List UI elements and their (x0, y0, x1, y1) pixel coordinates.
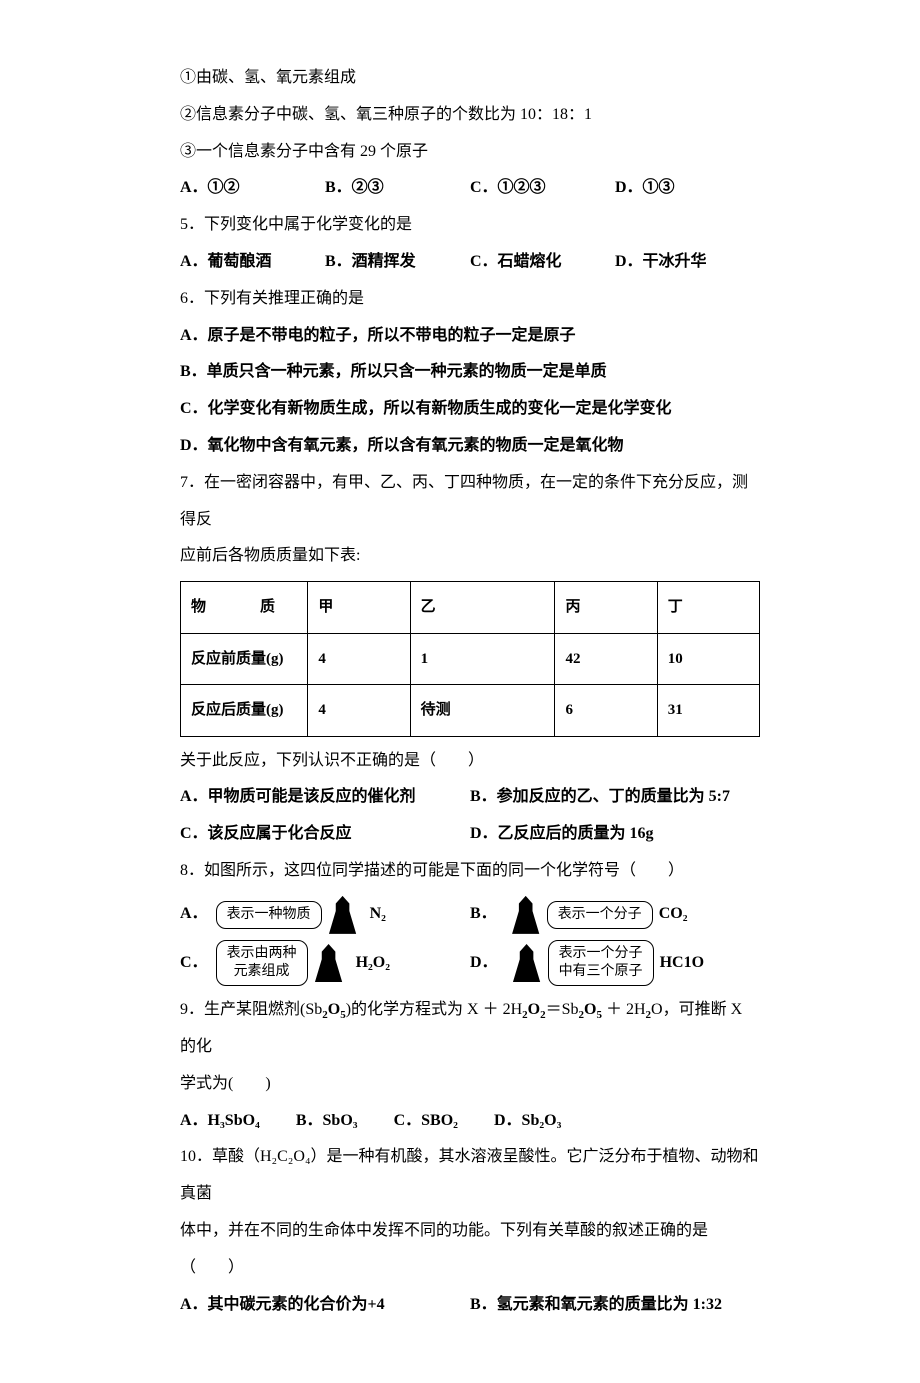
q8-c-label: C． (180, 945, 208, 982)
person-icon (509, 896, 543, 934)
cell: 物 质 (181, 582, 308, 634)
cell: 6 (555, 685, 657, 737)
q6-b: B．单质只含一种元素，所以只含一种元素的物质一定是单质 (180, 354, 760, 391)
person-icon (510, 944, 544, 982)
q7-row1: A．甲物质可能是该反应的催化剂 B．参加反应的乙、丁的质量比为 5:7 (180, 779, 760, 816)
q7-after: 关于此反应，下列认识不正确的是（ ） (180, 743, 760, 780)
pre-opt-c: C．①②③ (470, 170, 615, 207)
q10-b: B．氢元素和氧元素的质量比为 1:32 (470, 1287, 760, 1324)
q8-a: A． 表示一种物质 N₂ (180, 896, 470, 934)
q9-stem-1: 9．生产某阻燃剂(Sb2O5)的化学方程式为 X ＋ 2H2O2＝Sb2O5 ＋… (180, 992, 760, 1066)
q8-stem: 8．如图所示，这四位同学描述的可能是下面的同一个化学符号（ ） (180, 853, 760, 890)
q7-stem-1: 7．在一密闭容器中，有甲、乙、丙、丁四种物质，在一定的条件下充分反应，测得反 (180, 465, 760, 539)
q6-stem: 6．下列有关推理正确的是 (180, 281, 760, 318)
q8-a-formula: N₂ (370, 896, 386, 933)
cell: 31 (657, 685, 759, 737)
q10-stem-2: 体中，并在不同的生命体中发挥不同的功能。下列有关草酸的叙述正确的是（ ） (180, 1213, 760, 1287)
q10-row1: A．其中碳元素的化合价为+4 B．氢元素和氧元素的质量比为 1:32 (180, 1287, 760, 1324)
q8-c-formula: H₂O₂ (356, 945, 390, 982)
q6-c: C．化学变化有新物质生成，所以有新物质生成的变化一定是化学变化 (180, 391, 760, 428)
pre-statement-2: ②信息素分子中碳、氢、氧三种原子的个数比为 10：18：1 (180, 97, 760, 134)
q8-b: B． 表示一个分子 CO₂ (470, 896, 760, 934)
table-row: 反应前质量(g) 4 1 42 10 (181, 633, 760, 685)
pre-options: A．①② B．②③ C．①②③ D．①③ (180, 170, 760, 207)
cell: 10 (657, 633, 759, 685)
q8-row-2: C． 表示由两种元素组成 H₂O₂ D． 表示一个分子中有三个原子 HC1O (180, 940, 760, 986)
q6-d: D．氧化物中含有氧元素，所以含有氧元素的物质一定是氧化物 (180, 428, 760, 465)
cell: 丙 (555, 582, 657, 634)
q10-stem-1: 10．草酸（H₂C₂O₄）是一种有机酸，其水溶液呈酸性。它广泛分布于植物、动物和… (180, 1139, 760, 1213)
q7-a: A．甲物质可能是该反应的催化剂 (180, 779, 470, 816)
pre-opt-a: A．①② (180, 170, 325, 207)
pre-statement-1: ①由碳、氢、氧元素组成 (180, 60, 760, 97)
q5-c: C．石蜡熔化 (470, 244, 615, 281)
q8-b-label: B． (470, 896, 497, 933)
q9-d: D．Sb₂O₃ (494, 1112, 561, 1129)
q7-table: 物 质 甲 乙 丙 丁 反应前质量(g) 4 1 42 10 反应后质量(g) … (180, 581, 760, 737)
q5-b: B．酒精挥发 (325, 244, 470, 281)
q7-c: C．该反应属于化合反应 (180, 816, 470, 853)
q8-d-formula: HC1O (660, 945, 704, 982)
q9-a: A．H₃SbO₄ (180, 1112, 260, 1129)
cell: 待测 (410, 685, 555, 737)
q8-d: D． 表示一个分子中有三个原子 HC1O (470, 940, 760, 986)
q8-row-1: A． 表示一种物质 N₂ B． 表示一个分子 CO₂ (180, 896, 760, 934)
cell: 4 (308, 685, 410, 737)
q6-a: A．原子是不带电的粒子，所以不带电的粒子一定是原子 (180, 318, 760, 355)
cell: 4 (308, 633, 410, 685)
cell: 乙 (410, 582, 555, 634)
q7-b: B．参加反应的乙、丁的质量比为 5:7 (470, 779, 760, 816)
speech-bubble: 表示由两种元素组成 (216, 940, 308, 986)
cell: 丁 (657, 582, 759, 634)
q5-options: A．葡萄酿酒 B．酒精挥发 C．石蜡熔化 D．干冰升华 (180, 244, 760, 281)
q7-stem-2: 应前后各物质质量如下表: (180, 538, 760, 575)
q10-a: A．其中碳元素的化合价为+4 (180, 1287, 470, 1324)
q9-c: C．SBO₂ (394, 1112, 458, 1129)
q8-d-label: D． (470, 945, 498, 982)
cell: 甲 (308, 582, 410, 634)
q5-stem: 5．下列变化中属于化学变化的是 (180, 207, 760, 244)
q9-options: A．H₃SbO₄ B．SbO₃ C．SBO₂ D．Sb₂O₃ (180, 1103, 760, 1140)
speech-bubble: 表示一种物质 (216, 901, 322, 929)
cell: 42 (555, 633, 657, 685)
q5-a: A．葡萄酿酒 (180, 244, 325, 281)
pre-statement-3: ③一个信息素分子中含有 29 个原子 (180, 134, 760, 171)
q7-d: D．乙反应后的质量为 16g (470, 816, 760, 853)
table-row: 反应后质量(g) 4 待测 6 31 (181, 685, 760, 737)
person-icon (326, 896, 360, 934)
q9-b: B．SbO₃ (296, 1112, 358, 1129)
table-row: 物 质 甲 乙 丙 丁 (181, 582, 760, 634)
cell: 反应后质量(g) (181, 685, 308, 737)
q7-row2: C．该反应属于化合反应 D．乙反应后的质量为 16g (180, 816, 760, 853)
pre-opt-b: B．②③ (325, 170, 470, 207)
q9-stem-2: 学式为( ) (180, 1066, 760, 1103)
q5-d: D．干冰升华 (615, 244, 760, 281)
cell: 反应前质量(g) (181, 633, 308, 685)
speech-bubble: 表示一个分子 (547, 901, 653, 929)
q8-b-formula: CO₂ (659, 896, 688, 933)
pre-opt-d: D．①③ (615, 170, 760, 207)
cell: 1 (410, 633, 555, 685)
person-icon (312, 944, 346, 982)
speech-bubble: 表示一个分子中有三个原子 (548, 940, 654, 986)
q8-c: C． 表示由两种元素组成 H₂O₂ (180, 940, 470, 986)
q8-a-label: A． (180, 896, 208, 933)
